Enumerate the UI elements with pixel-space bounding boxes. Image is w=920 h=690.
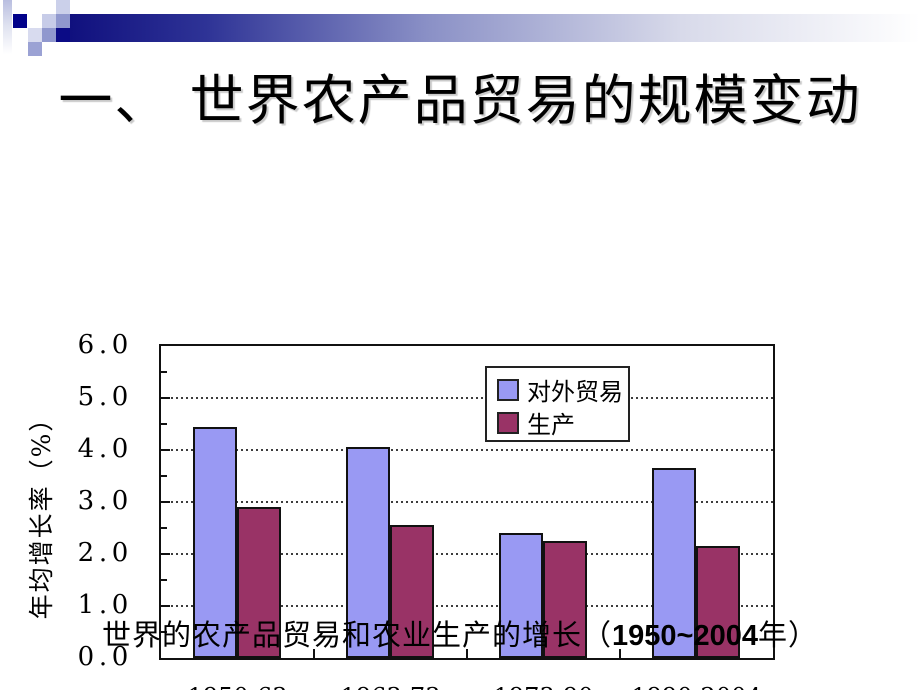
deco-square (56, 28, 70, 42)
y-minor-tick (161, 475, 167, 477)
y-major-tick (161, 501, 170, 503)
bar-trade-1950-63 (192, 426, 237, 658)
y-major-tick (161, 397, 170, 399)
x-tick-label-1963-73: 1963-73 (316, 683, 466, 690)
bar-chart: 年均增长率（%） 0.0 1.0 2.0 3.0 4.0 5.0 6.0 1950-63196… (0, 150, 920, 690)
plot-area (161, 346, 773, 658)
y-tick-label-0.0: 0.0 (77, 641, 133, 672)
x-tick-label-1990-2004: 1990-2004 (622, 683, 772, 690)
bar-production-1990-2004 (695, 546, 740, 658)
legend: 对外贸易 生产 (485, 366, 630, 442)
slide-title: 一、 世界农产品贸易的规模变动 (58, 69, 862, 132)
y-tick-label-6.0: 6.0 (77, 329, 133, 360)
legend-item-trade: 对外贸易 (487, 373, 628, 406)
x-category-boundary-tick (466, 649, 468, 658)
bar-trade-1963-73 (345, 447, 390, 658)
caption-text: 世界的农产品贸易和农业生产的增长（ (102, 618, 613, 652)
deco-square (56, 14, 70, 28)
deco-square (42, 14, 56, 28)
y-tick-label-3.0: 3.0 (77, 485, 133, 516)
gridline (161, 605, 773, 607)
bar-production-1950-63 (236, 507, 281, 658)
bar-trade-1973-90 (498, 533, 543, 658)
y-tick-label-4.0: 4.0 (77, 433, 133, 464)
header-gradient-strip (3, 0, 12, 57)
bar-trade-1990-2004 (651, 468, 696, 658)
y-major-tick (161, 553, 170, 555)
y-major-tick (161, 449, 170, 451)
legend-item-production: 生产 (487, 406, 628, 439)
bar-production-1973-90 (542, 541, 587, 658)
legend-swatch-production (497, 411, 519, 434)
caption-years: 1950~2004 (612, 620, 758, 652)
deco-square (28, 42, 42, 56)
legend-swatch-trade (497, 378, 519, 401)
chart-caption: 世界的农产品贸易和农业生产的增长（1950~2004年） (0, 612, 920, 654)
y-minor-tick (161, 631, 167, 633)
gridline (161, 553, 773, 555)
gridline (161, 397, 773, 399)
y-tick-label-2.0: 2.0 (77, 537, 133, 568)
gridline (161, 449, 773, 451)
header-gradient-bar (70, 14, 920, 42)
deco-square (42, 28, 56, 42)
deco-square (13, 14, 27, 28)
y-tick-label-5.0: 5.0 (77, 381, 133, 412)
x-tick-label-1973-90: 1973-90 (469, 683, 619, 690)
deco-square (56, 0, 70, 14)
gridline (161, 501, 773, 503)
deco-square (28, 28, 42, 42)
bar-production-1963-73 (389, 525, 434, 658)
legend-label-trade: 对外贸易 (527, 378, 623, 406)
y-minor-tick (161, 423, 167, 425)
y-tick-label-1.0: 1.0 (77, 589, 133, 620)
x-tick-label-1950-63: 1950-63 (163, 683, 313, 690)
y-axis-title: 年均增长率（%） (27, 404, 56, 620)
x-category-boundary-tick (313, 649, 315, 658)
y-major-tick (161, 605, 170, 607)
caption-suffix: 年） (757, 618, 818, 652)
legend-label-production: 生产 (527, 411, 575, 439)
x-category-boundary-tick (619, 649, 621, 658)
y-minor-tick (161, 371, 167, 373)
y-minor-tick (161, 527, 167, 529)
y-minor-tick (161, 579, 167, 581)
